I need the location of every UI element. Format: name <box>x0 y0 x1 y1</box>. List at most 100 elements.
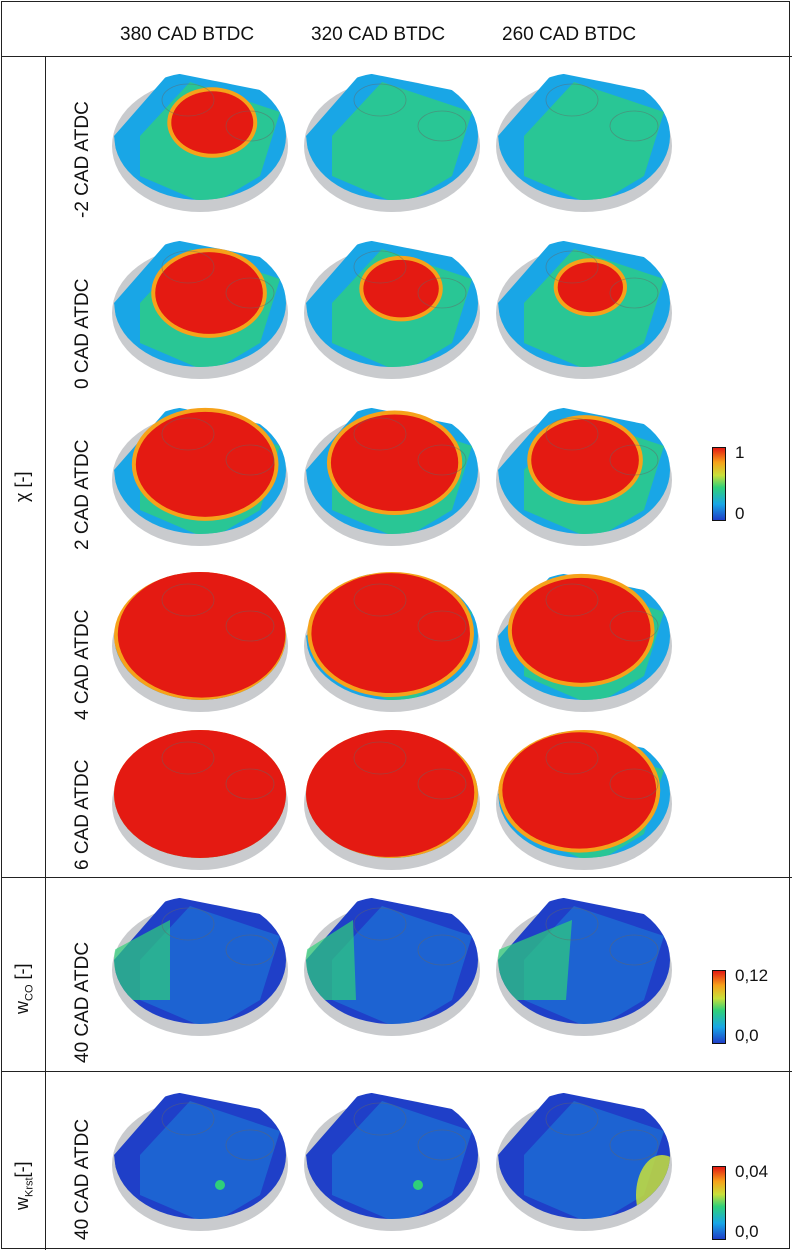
cell-wkrst-col320-valve-1 <box>353 1102 407 1136</box>
colorbar-wco-max: 0,12 <box>735 966 769 985</box>
cell-chi-row0-col320-valve-1 <box>353 83 407 117</box>
group-label-wkrst: wKrst[-] <box>12 1161 36 1210</box>
cell-wco-col320-field-core <box>332 906 472 1024</box>
cell-chi-row3-col380-drawing <box>112 572 288 712</box>
header-divider <box>1 56 792 57</box>
cell-chi-row4-col320-drawing <box>304 730 480 870</box>
cell-chi-row0-col260-valve-1 <box>545 83 599 117</box>
row-label-wkrst-40: 40 CAD ATDC <box>72 1118 93 1240</box>
cell-chi-row0-col380 <box>100 66 300 218</box>
cell-wco-col380-drawing <box>112 896 288 1036</box>
cell-wco-col380-field-core <box>140 906 280 1024</box>
cell-wkrst-col380-drawing <box>112 1091 288 1231</box>
cell-chi-row2-col320-valve-1 <box>353 417 407 451</box>
cell-wkrst-col380-krst-spot <box>215 1180 225 1190</box>
cell-chi-row0-col380-drawing <box>112 72 288 212</box>
cell-chi-row3-col320-valve-2 <box>417 610 467 642</box>
cell-chi-row4-col380-drawing <box>112 730 288 870</box>
cell-wkrst-col320 <box>292 1085 492 1237</box>
cell-chi-row1-col380-drawing <box>112 239 288 379</box>
cell-chi-row4-col260-drawing <box>496 730 672 870</box>
column-header-380: 380 CAD BTDC <box>120 24 255 45</box>
cell-wco-col380 <box>100 890 300 1042</box>
cell-chi-row0-col380-burned-zone <box>171 91 254 154</box>
group-divider-2 <box>1 1071 792 1072</box>
cell-wco-col380-valve-1 <box>161 907 215 941</box>
cell-chi-row3-col260-drawing <box>496 572 672 712</box>
cell-wkrst-col320-field <box>306 1091 478 1219</box>
cell-wkrst-col380-valve-2 <box>225 1129 275 1161</box>
cell-chi-row2-col380-burned-zone <box>135 411 275 517</box>
cell-wkrst-col380-field <box>114 1091 286 1219</box>
group-label-chi: χ [-] <box>12 471 32 502</box>
colorbar-chi <box>712 447 726 521</box>
column-header-260: 260 CAD BTDC <box>502 24 637 45</box>
cell-chi-row2-col380-valve-1 <box>161 417 215 451</box>
cell-chi-row0-col260 <box>484 66 684 218</box>
cell-chi-row0-col260-field-core <box>524 82 664 200</box>
colorbar-wco <box>712 970 726 1044</box>
cell-chi-row1-col320 <box>292 233 492 385</box>
label-column-divider <box>45 57 46 1250</box>
cell-chi-row3-col380-valve-1 <box>161 583 215 617</box>
cell-chi-row0-col380-valve-1 <box>161 83 215 117</box>
group-divider-1 <box>1 877 792 878</box>
cell-chi-row3-col380-burned-zone <box>117 572 286 698</box>
cell-chi-row4-col260 <box>484 724 684 876</box>
cell-chi-row2-col260-drawing <box>496 406 672 546</box>
cell-chi-row1-col260-drawing <box>496 239 672 379</box>
cell-wco-col380-co-region <box>114 920 170 1000</box>
colorbar-wkrst <box>712 1166 726 1240</box>
cell-wco-col260-drawing <box>496 896 672 1036</box>
cell-chi-row1-col260 <box>484 233 684 385</box>
cell-chi-row3-col260 <box>484 566 684 718</box>
colorbar-wco-min: 0,0 <box>735 1026 759 1045</box>
cell-chi-row4-col320-valve-1 <box>353 741 407 775</box>
cell-chi-row2-col320-drawing <box>304 406 480 546</box>
cell-chi-row0-col320-drawing <box>304 72 480 212</box>
cell-wkrst-col260-valve-2 <box>609 1129 659 1161</box>
cell-chi-row4-col260-valve-1 <box>545 741 599 775</box>
cell-wco-col260-valve-2 <box>609 934 659 966</box>
cell-chi-row1-col380-valve-2 <box>225 277 275 309</box>
colorbar-wkrst-max: 0,04 <box>735 1162 769 1181</box>
cell-chi-row2-col380-valve-2 <box>225 444 275 476</box>
row-label-4: 4 CAD ATDC <box>72 609 93 720</box>
cell-chi-row1-col320-drawing <box>304 239 480 379</box>
cell-wkrst-col260-valve-1 <box>545 1102 599 1136</box>
cell-chi-row0-col260-valve-2 <box>609 110 659 142</box>
cell-wkrst-col320-field-core <box>332 1101 472 1219</box>
cell-chi-row3-col380-valve-2 <box>225 610 275 642</box>
row-label-wco-40: 40 CAD ATDC <box>72 941 93 1063</box>
cell-chi-row0-col320-valve-2 <box>417 110 467 142</box>
cell-wco-col320-drawing <box>304 896 480 1036</box>
cell-wco-col320-valve-1 <box>353 907 407 941</box>
cell-chi-row1-col260-burned-zone <box>557 262 623 313</box>
cell-chi-row2-col320-valve-2 <box>417 444 467 476</box>
cell-chi-row2-col260-valve-2 <box>609 444 659 476</box>
cell-chi-row3-col380 <box>100 566 300 718</box>
cell-chi-row0-col380-valve-2 <box>225 110 275 142</box>
cell-chi-row1-col380-burned-zone <box>155 252 263 334</box>
cell-chi-row4-col380-valve-2 <box>225 768 275 800</box>
cell-chi-row3-col320-valve-1 <box>353 583 407 617</box>
cell-chi-row3-col260-valve-2 <box>609 610 659 642</box>
row-label-minus2: -2 CAD ATDC <box>72 101 93 218</box>
cell-wkrst-col380-field-core <box>140 1101 280 1219</box>
cell-wkrst-col380 <box>100 1085 300 1237</box>
cell-wco-col380-valve-2 <box>225 934 275 966</box>
cell-chi-row4-col260-burned-zone <box>502 732 657 849</box>
cell-chi-row3-col320-burned-zone <box>311 573 470 694</box>
colorbar-wkrst-min: 0,0 <box>735 1222 759 1241</box>
cell-wco-col260 <box>484 890 684 1042</box>
cell-wkrst-col260 <box>484 1085 684 1237</box>
cell-chi-row4-col320 <box>292 724 492 876</box>
cell-chi-row0-col260-drawing <box>496 72 672 212</box>
cell-chi-row0-col320 <box>292 66 492 218</box>
cell-wco-col260-valve-1 <box>545 907 599 941</box>
colorbar-chi-max: 1 <box>735 443 745 462</box>
cell-chi-row4-col320-burned-zone <box>306 730 475 857</box>
cell-chi-row1-col380-valve-1 <box>161 250 215 284</box>
